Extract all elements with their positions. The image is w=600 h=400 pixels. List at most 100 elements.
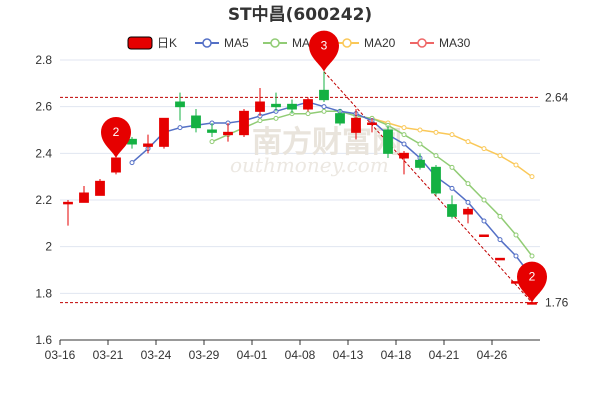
- ma20-point: [417, 127, 423, 133]
- legend-marker: [270, 38, 280, 48]
- x-tick-label: 04-26: [477, 348, 508, 362]
- candle: [319, 71, 329, 102]
- ma10-point: [305, 111, 311, 117]
- max-line-label: 2.64: [545, 90, 569, 104]
- ma10-point: [529, 253, 535, 259]
- candle-body: [479, 234, 489, 237]
- ma10-point: [497, 213, 503, 219]
- candle-body: [495, 257, 505, 261]
- candle-body: [463, 208, 473, 215]
- ma20-point: [513, 162, 519, 168]
- ma5-point: [513, 253, 519, 259]
- ma10-point: [465, 181, 471, 187]
- candle: [447, 195, 457, 219]
- ma5-point: [129, 160, 135, 166]
- candle-body: [431, 166, 441, 194]
- candle-body: [415, 159, 425, 168]
- watermark-text: 南方财富网: [252, 125, 402, 160]
- candle-body: [143, 143, 153, 147]
- legend-symbol: [127, 36, 153, 50]
- ma10-point: [209, 139, 215, 145]
- candle: [431, 165, 441, 196]
- legend-marker: [417, 38, 427, 48]
- ma5-point: [481, 218, 487, 224]
- candle: [95, 179, 105, 196]
- ma10-point: [433, 153, 439, 159]
- watermark: 南方财富网 outhmoney.com: [230, 125, 402, 177]
- y-tick-label: 2.2: [35, 193, 52, 207]
- ma10-point: [273, 115, 279, 121]
- chart-title: ST中昌(600242): [228, 4, 372, 25]
- ma20-point: [401, 125, 407, 131]
- candle: [383, 125, 393, 158]
- candle-body: [63, 201, 73, 205]
- y-tick-label: 2.4: [35, 146, 52, 160]
- x-tick-label: 04-01: [237, 348, 268, 362]
- ma20-point: [529, 174, 535, 180]
- y-tick-label: 2.8: [35, 53, 52, 67]
- candle-body: [255, 101, 265, 112]
- pin-shape: [309, 30, 339, 72]
- candle: [223, 123, 233, 142]
- pin-shape: [517, 261, 547, 303]
- candle-body: [303, 99, 313, 110]
- x-tick-label: 04-18: [381, 348, 412, 362]
- x-tick-label: 04-21: [429, 348, 460, 362]
- pin-marker[interactable]: 2: [517, 261, 547, 303]
- x-tick-label: 03-21: [93, 348, 124, 362]
- pin-label: 2: [113, 125, 120, 139]
- y-tick-label: 1.8: [35, 286, 52, 300]
- candle-body: [271, 103, 281, 108]
- trend-line: [323, 71, 533, 304]
- candle-body: [223, 131, 233, 136]
- candle-body: [335, 113, 345, 124]
- candle: [111, 157, 121, 175]
- ma10-point: [417, 141, 423, 147]
- x-tick-label: 04-08: [285, 348, 316, 362]
- candle: [399, 151, 409, 175]
- legend-label: MA30: [439, 36, 471, 50]
- candle-body: [159, 117, 169, 147]
- candle: [159, 117, 169, 149]
- pin-marker[interactable]: 3: [309, 30, 339, 72]
- y-tick-label: 2: [45, 240, 52, 254]
- ma5-point: [321, 104, 327, 110]
- markers: 2 3 2: [101, 30, 547, 303]
- ma5-point: [465, 199, 471, 205]
- legend-item-ma20[interactable]: MA20: [335, 36, 396, 50]
- candle: [367, 118, 377, 133]
- x-tick-label: 04-13: [333, 348, 364, 362]
- ma5-point: [497, 237, 503, 243]
- candle-body: [527, 302, 537, 305]
- axes: 1.6 1.8 2 2.2 2.4 2.6 2.8 03-16 03-21 03-24 03-29 0…: [35, 53, 540, 362]
- x-tick-label: 03-16: [45, 348, 76, 362]
- y-tick-label: 2.6: [35, 100, 52, 114]
- candle-body: [287, 103, 297, 110]
- ma10-point: [481, 197, 487, 203]
- x-tick-label: 03-29: [189, 348, 220, 362]
- pin-label: 2: [529, 270, 536, 284]
- y-tick-label: 1.6: [35, 333, 52, 347]
- x-tick-label: 03-24: [141, 348, 172, 362]
- candles: [63, 71, 537, 305]
- legend-item-日k[interactable]: 日K: [127, 36, 177, 50]
- candle: [335, 109, 345, 126]
- ma20-point: [433, 129, 439, 135]
- candle-body: [367, 122, 377, 125]
- candle: [415, 153, 425, 170]
- pin-marker[interactable]: 2: [101, 117, 131, 158]
- candle: [143, 134, 153, 154]
- legend-item-ma5[interactable]: MA5: [195, 36, 249, 50]
- candle: [239, 109, 249, 137]
- candle-body: [383, 129, 393, 154]
- grid: [60, 59, 540, 341]
- ma20-point: [497, 153, 503, 159]
- legend-label: MA20: [364, 36, 396, 50]
- ma20-point: [465, 139, 471, 145]
- candle-body: [207, 129, 217, 133]
- legend-item-ma30[interactable]: MA30: [410, 36, 471, 50]
- candle-body: [79, 192, 89, 203]
- legend[interactable]: 日K MA5 MA10 MA20 MA30: [127, 36, 471, 50]
- candle-body: [95, 180, 105, 196]
